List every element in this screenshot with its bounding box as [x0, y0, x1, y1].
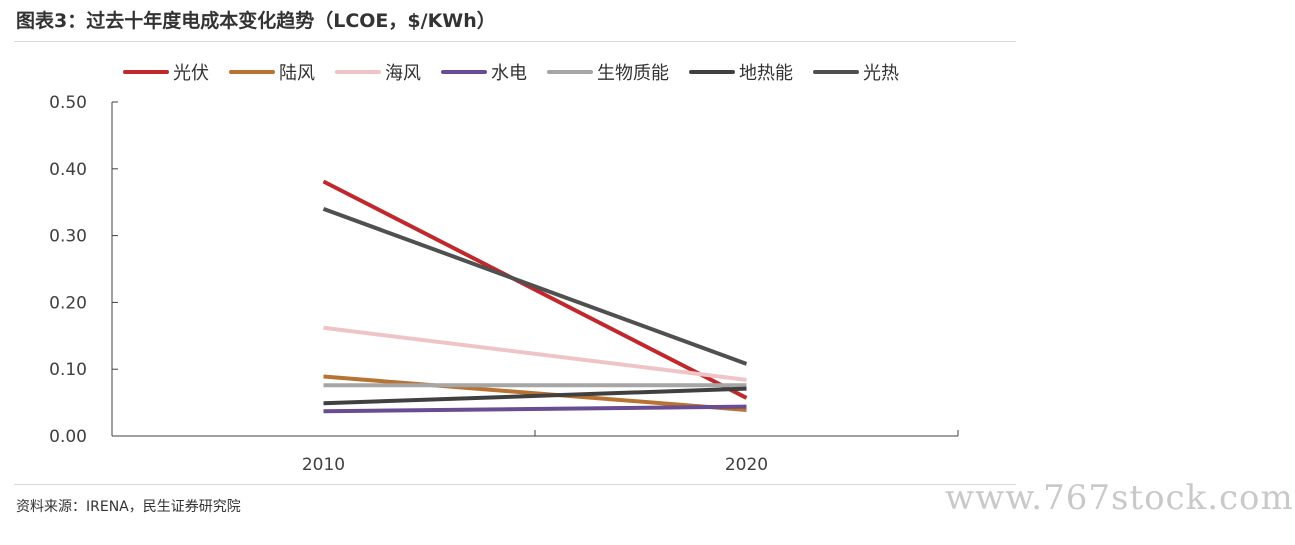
chart-title: 图表3：过去十年度电成本变化趋势（LCOE，$/KWh） — [16, 10, 496, 32]
y-tick-label: 0.00 — [49, 427, 87, 447]
legend-label-1: 光伏 — [173, 63, 209, 84]
legend-label-2: 陆风 — [279, 63, 315, 84]
x-tick-label: 2020 — [725, 455, 768, 475]
footer-divider — [14, 484, 1016, 485]
y-tick-label: 0.30 — [49, 227, 87, 247]
y-tick-label: 0.20 — [49, 293, 87, 313]
series-line-4 — [323, 404, 747, 414]
legend-label-7: 光热 — [863, 63, 899, 84]
series-line-6 — [323, 386, 747, 406]
legend-label-4: 水电 — [491, 63, 527, 84]
y-tick-label: 0.50 — [49, 93, 87, 113]
y-tick-label: 0.40 — [49, 160, 87, 180]
legend: 光伏 陆风 海风 水电 生物质能 地热能 光热 — [123, 63, 899, 84]
series-line-3 — [323, 325, 747, 382]
source-note: 资料来源：IRENA，民生证券研究院 — [16, 499, 241, 515]
y-tick-label: 0.10 — [49, 360, 87, 380]
legend-label-6: 地热能 — [739, 63, 793, 84]
axes: 0.00 0.10 0.20 0.30 0.40 0.50 2010 2020 — [49, 93, 959, 475]
series-line-2 — [323, 374, 747, 412]
title-divider — [14, 41, 1016, 42]
series-line-7 — [322, 207, 748, 366]
series-lines — [322, 179, 748, 414]
x-tick-label: 2010 — [302, 455, 345, 475]
series-line-1 — [322, 179, 748, 400]
watermark: www.767stock.com — [945, 478, 1294, 518]
legend-label-5: 生物质能 — [597, 63, 669, 84]
legend-label-3: 海风 — [385, 63, 421, 84]
